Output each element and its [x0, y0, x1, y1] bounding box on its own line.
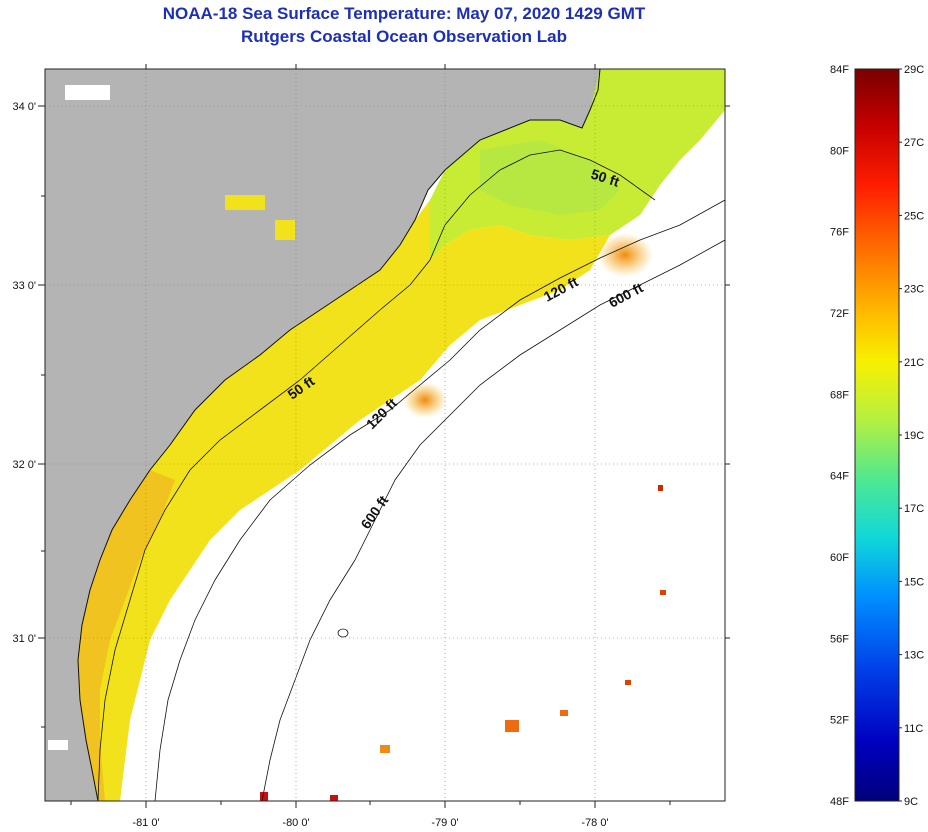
warm-spot — [625, 680, 631, 685]
inland-lake — [275, 220, 295, 240]
colorbar-celsius-label: 11C — [904, 723, 923, 735]
map-area: 50 ft 120 ft 600 ft 50 ft 120 ft 600 ft — [45, 69, 725, 801]
colorbar-fahrenheit-label: 60F — [830, 552, 849, 564]
lat-tick-label: 32 0' — [12, 459, 36, 471]
colorbar-celsius-label: 15C — [904, 576, 924, 588]
lat-tick-label: 34 0' — [12, 101, 36, 113]
lat-tick-label: 33 0' — [12, 280, 36, 292]
colorbar-celsius-label: 19C — [904, 430, 924, 442]
inland-lake — [65, 85, 110, 100]
colorbar-fahrenheit-label: 68F — [830, 389, 849, 401]
colorbar-celsius-label: 25C — [904, 210, 924, 222]
colorbar-fahrenheit-label: 80F — [830, 145, 849, 157]
warm-spot — [597, 233, 653, 277]
colorbar-celsius-label: 17C — [904, 503, 924, 515]
colorbar-ticks — [899, 68, 902, 802]
inland-lake — [225, 195, 265, 210]
warm-spot — [380, 745, 390, 753]
warm-spot — [560, 710, 568, 716]
coastline — [77, 69, 601, 801]
colorbar-celsius-label: 13C — [904, 650, 924, 662]
graticule — [45, 69, 725, 801]
colorbar-fahrenheit-labels: 84F 80F 76F 72F 68F 64F 60F 56F 52F 48F — [830, 64, 849, 808]
axis-ticks — [38, 64, 730, 808]
inland-lake — [48, 740, 68, 750]
seamount-contour — [337, 628, 349, 638]
colorbar-fahrenheit-label: 56F — [830, 633, 849, 645]
map-frame — [44, 68, 726, 802]
colorbar-fahrenheit-label: 76F — [830, 227, 849, 239]
chart-subtitle: Rutgers Coastal Ocean Observation Lab — [241, 27, 567, 46]
colorbar-celsius-label: 9C — [904, 796, 918, 808]
colorbar-celsius-label: 21C — [904, 357, 924, 369]
warm-spot — [403, 382, 447, 418]
colorbar-celsius-label: 29C — [904, 64, 924, 76]
sst-warm-coastal — [78, 470, 175, 801]
colorbar-fahrenheit-label: 72F — [830, 308, 849, 320]
sst-shelf-band — [78, 200, 610, 801]
colorbar-fahrenheit-label: 84F — [830, 64, 849, 76]
contour-600ft — [261, 239, 725, 801]
warm-spot — [505, 720, 519, 732]
lon-tick-label: -78 0' — [581, 817, 608, 829]
lat-tick-label: 31 0' — [12, 633, 36, 645]
colorbar — [854, 68, 900, 802]
colorbar-celsius-label: 23C — [904, 284, 924, 296]
colorbar-fahrenheit-label: 48F — [830, 796, 849, 808]
colorbar-celsius-labels: 29C 27C 25C 23C 21C 19C 17C 15C 13C 11C 9C — [904, 64, 924, 808]
warm-spot — [660, 590, 666, 595]
contour-50ft — [97, 149, 656, 801]
lon-tick-label: -81 0' — [132, 817, 159, 829]
land-mass — [45, 69, 600, 801]
warm-spot — [658, 485, 663, 491]
chart-title: NOAA-18 Sea Surface Temperature: May 07,… — [162, 4, 646, 23]
contour-120ft — [154, 199, 725, 801]
colorbar-fahrenheit-label: 64F — [830, 471, 849, 483]
warm-spot — [260, 792, 268, 801]
warm-spot — [330, 795, 338, 801]
lon-tick-label: -79 0' — [431, 817, 458, 829]
colorbar-celsius-label: 27C — [904, 137, 924, 149]
colorbar-fahrenheit-label: 52F — [830, 715, 849, 727]
lon-tick-label: -80 0' — [282, 817, 309, 829]
